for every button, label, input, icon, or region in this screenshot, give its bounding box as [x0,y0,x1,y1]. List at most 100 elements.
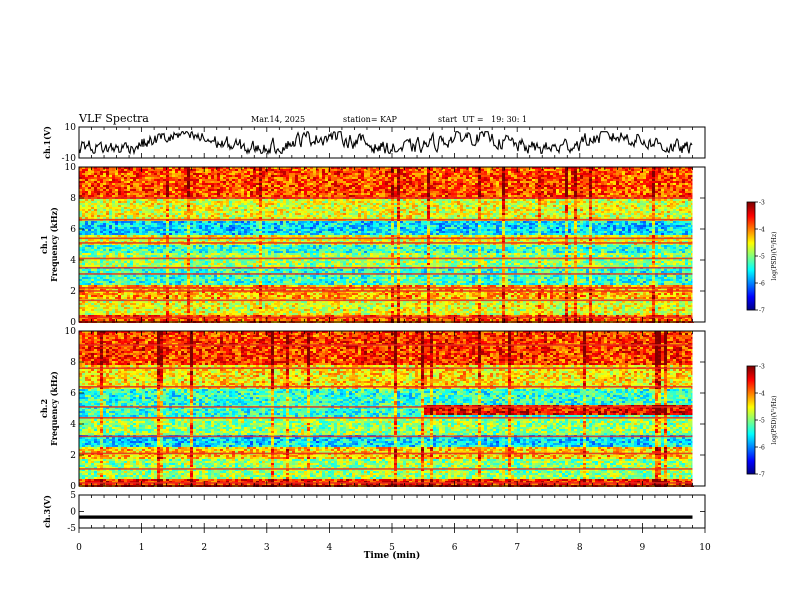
heatmap-cell [262,173,265,175]
heatmap-cell [601,179,604,181]
heatmap-cell [658,181,661,183]
heatmap-cell [424,181,427,183]
heatmap-cell [256,199,259,201]
heatmap-cell [295,209,298,211]
heatmap-cell [385,189,388,191]
heatmap-cell [148,203,151,205]
heatmap-cell [313,191,316,193]
heatmap-cell [277,179,280,181]
heatmap-cell [184,193,187,195]
heatmap-cell [325,167,328,169]
heatmap-cell [337,169,340,171]
heatmap-cell [145,199,148,201]
heatmap-cell [166,173,169,175]
heatmap-cell [454,205,457,207]
heatmap-cell [619,181,622,183]
heatmap-cell [307,167,310,169]
heatmap-cell [553,183,556,185]
heatmap-cell [409,169,412,171]
heatmap-cell [445,179,448,181]
heatmap-cell [166,201,169,203]
heatmap-cell [685,189,688,191]
heatmap-cell [367,177,370,179]
heatmap-cell [496,195,499,197]
heatmap-cell [154,187,157,189]
heatmap-cell [460,167,463,169]
heatmap-cell [307,187,310,189]
heatmap-cell [97,183,100,185]
heatmap-cell [283,215,286,217]
heatmap-cell [181,175,184,177]
heatmap-cell [313,213,316,215]
heatmap-cell [481,205,484,207]
heatmap-cell [307,183,310,185]
heatmap-cell [619,193,622,195]
heatmap-cell [391,177,394,179]
heatmap-cell [91,191,94,193]
heatmap-cell [454,209,457,211]
heatmap-cell [304,201,307,203]
heatmap-cell [574,169,577,171]
heatmap-cell [301,179,304,181]
heatmap-cell [109,207,112,209]
heatmap-cell [112,213,115,215]
heatmap-cell [319,203,322,205]
heatmap-cell [142,181,145,183]
heatmap-cell [154,207,157,209]
heatmap-cell [127,175,130,177]
heatmap-cell [247,183,250,185]
heatmap-cell [598,209,601,211]
heatmap-cell [685,167,688,169]
heatmap-cell [547,207,550,209]
heatmap-cell [628,175,631,177]
heatmap-cell [538,193,541,195]
heatmap-cell [148,215,151,217]
heatmap-cell [178,185,181,187]
heatmap-cell [664,179,667,181]
heatmap-cell [457,185,460,187]
heatmap-cell [481,199,484,201]
heatmap-cell [133,169,136,171]
heatmap-cell [433,185,436,187]
heatmap-cell [103,213,106,215]
heatmap-cell [349,189,352,191]
heatmap-cell [640,199,643,201]
heatmap-cell [391,167,394,169]
heatmap-cell [412,187,415,189]
heatmap-cell [628,183,631,185]
heatmap-cell [412,177,415,179]
heatmap-cell [145,167,148,169]
heatmap-cell [202,203,205,205]
heatmap-cell [613,185,616,187]
heatmap-cell [607,203,610,205]
heatmap-cell [655,211,658,213]
heatmap-cell [190,205,193,207]
heatmap-cell [496,207,499,209]
heatmap-cell [412,203,415,205]
heatmap-cell [400,193,403,195]
heatmap-cell [244,205,247,207]
heatmap-cell [562,193,565,195]
heatmap-cell [187,193,190,195]
heatmap-cell [175,167,178,169]
heatmap-cell [559,205,562,207]
heatmap-cell [481,175,484,177]
heatmap-cell [193,181,196,183]
heatmap-cell [640,187,643,189]
heatmap-cell [304,207,307,209]
heatmap-cell [430,167,433,169]
heatmap-cell [373,185,376,187]
heatmap-cell [376,181,379,183]
heatmap-cell [415,191,418,193]
heatmap-cell [679,191,682,193]
heatmap-cell [682,173,685,175]
heatmap-cell [451,185,454,187]
heatmap-cell [655,173,658,175]
heatmap-cell [577,205,580,207]
heatmap-cell [178,173,181,175]
heatmap-cell [166,207,169,209]
heatmap-cell [667,167,670,169]
heatmap-cell [583,181,586,183]
heatmap-cell [490,201,493,203]
heatmap-cell [382,167,385,169]
